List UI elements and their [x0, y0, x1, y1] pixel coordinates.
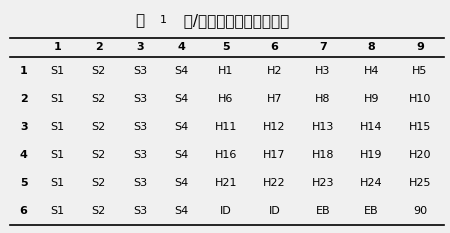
Text: S3: S3	[133, 122, 147, 132]
Text: ID: ID	[220, 206, 232, 216]
Text: H14: H14	[360, 122, 382, 132]
Text: 3: 3	[20, 122, 27, 132]
Text: H15: H15	[409, 122, 431, 132]
Text: S2: S2	[92, 66, 106, 76]
Text: S1: S1	[50, 178, 65, 188]
Text: S1: S1	[50, 206, 65, 216]
Text: S2: S2	[92, 206, 106, 216]
Text: 2: 2	[20, 94, 27, 104]
Text: H2: H2	[267, 66, 282, 76]
Text: S2: S2	[92, 178, 106, 188]
Text: S3: S3	[133, 178, 147, 188]
Text: S1: S1	[50, 150, 65, 160]
Text: 5: 5	[20, 178, 27, 188]
Text: H17: H17	[263, 150, 286, 160]
Text: S3: S3	[133, 94, 147, 104]
Text: H25: H25	[409, 178, 431, 188]
Text: S3: S3	[133, 206, 147, 216]
Text: H10: H10	[409, 94, 431, 104]
Text: H23: H23	[312, 178, 334, 188]
Text: H3: H3	[315, 66, 331, 76]
Text: EB: EB	[315, 206, 330, 216]
Text: 8: 8	[368, 42, 375, 52]
Text: ID: ID	[269, 206, 280, 216]
Text: S1: S1	[50, 94, 65, 104]
Text: H6: H6	[218, 94, 234, 104]
Text: H12: H12	[263, 122, 286, 132]
Text: 4: 4	[177, 42, 185, 52]
Text: H18: H18	[312, 150, 334, 160]
Text: S3: S3	[133, 66, 147, 76]
Text: S1: S1	[50, 122, 65, 132]
Text: 速/缓信号采样数据帧结构: 速/缓信号采样数据帧结构	[174, 13, 289, 28]
Text: H11: H11	[215, 122, 237, 132]
Text: 7: 7	[319, 42, 327, 52]
Text: H7: H7	[267, 94, 282, 104]
Text: H8: H8	[315, 94, 331, 104]
Text: H22: H22	[263, 178, 286, 188]
Text: 5: 5	[222, 42, 230, 52]
Text: H1: H1	[218, 66, 234, 76]
Text: S2: S2	[92, 122, 106, 132]
Text: 2: 2	[95, 42, 103, 52]
Text: H5: H5	[412, 66, 427, 76]
Text: S2: S2	[92, 150, 106, 160]
Text: S1: S1	[50, 66, 65, 76]
Text: H13: H13	[312, 122, 334, 132]
Text: 90: 90	[413, 206, 427, 216]
Text: 6: 6	[20, 206, 27, 216]
Text: S4: S4	[174, 150, 188, 160]
Text: 1: 1	[160, 15, 167, 25]
Text: S4: S4	[174, 122, 188, 132]
Text: 1: 1	[54, 42, 62, 52]
Text: H19: H19	[360, 150, 382, 160]
Text: S4: S4	[174, 178, 188, 188]
Text: H9: H9	[364, 94, 379, 104]
Text: 6: 6	[270, 42, 279, 52]
Text: 表: 表	[135, 13, 145, 28]
Text: 3: 3	[136, 42, 144, 52]
Text: 1: 1	[20, 66, 27, 76]
Text: H21: H21	[215, 178, 237, 188]
Text: 9: 9	[416, 42, 424, 52]
Text: S4: S4	[174, 66, 188, 76]
Text: H16: H16	[215, 150, 237, 160]
Text: H24: H24	[360, 178, 383, 188]
Text: S2: S2	[92, 94, 106, 104]
Text: S3: S3	[133, 150, 147, 160]
Text: S4: S4	[174, 206, 188, 216]
Text: H4: H4	[364, 66, 379, 76]
Text: 4: 4	[20, 150, 27, 160]
Text: S4: S4	[174, 94, 188, 104]
Text: H20: H20	[409, 150, 431, 160]
Text: EB: EB	[364, 206, 379, 216]
